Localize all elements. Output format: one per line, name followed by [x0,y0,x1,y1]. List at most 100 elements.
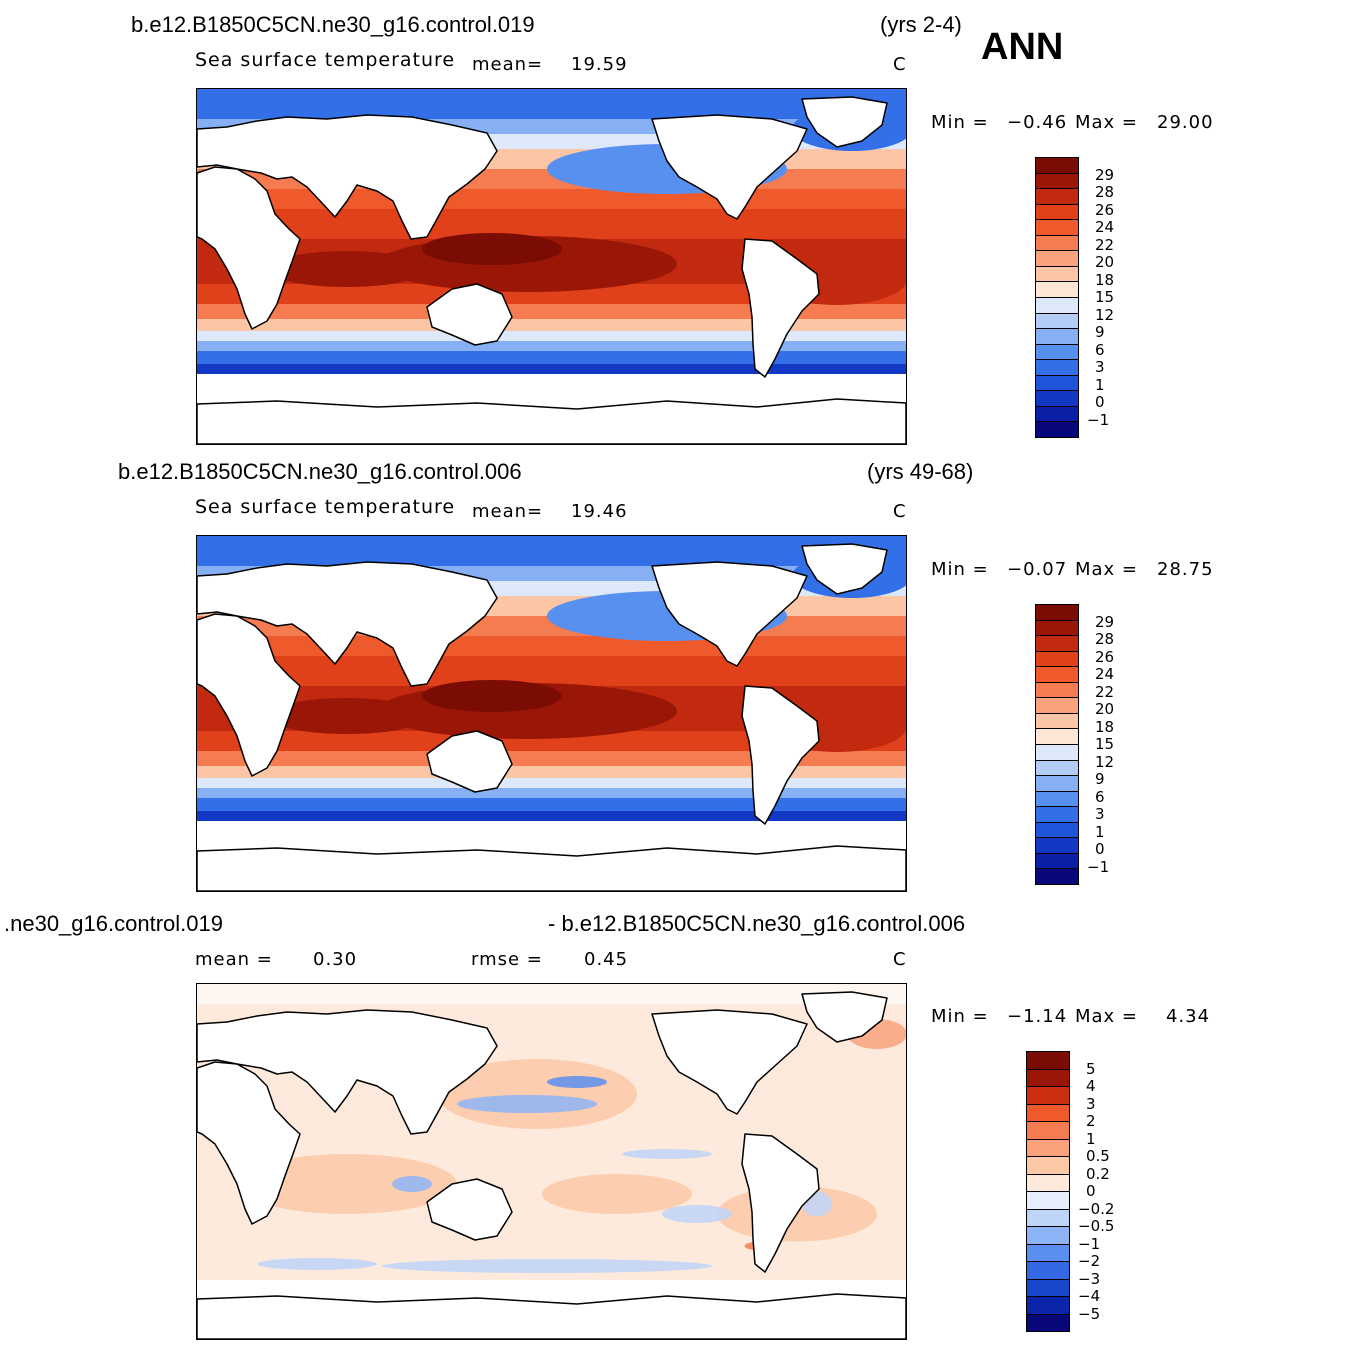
panel1-variable: Sea surface temperature [195,49,456,71]
colorbar-level-label: 29 [1095,612,1115,631]
panel3-max-value: 4.34 [1166,1006,1211,1027]
colorbar-swatch [1035,203,1079,221]
colorbar-level-label: 2 [1086,1112,1096,1130]
colorbar-level-label: −0.2 [1078,1199,1115,1218]
colorbar-swatch [1026,1278,1070,1297]
colorbar-level-label: 3 [1086,1094,1096,1113]
colorbar-swatch [1035,343,1079,361]
colorbar-level-label: 22 [1095,235,1115,254]
panel3-min-label: Min = [931,1006,989,1027]
panel1-units: C [893,54,907,75]
panel2-map [196,535,907,892]
colorbar-level-label: 5 [1086,1059,1096,1078]
colorbar-swatch [1035,405,1079,423]
colorbar-swatch [1035,234,1079,252]
colorbar-level-label: 9 [1095,770,1105,788]
colorbar-swatch [1035,650,1079,668]
panel2-units: C [893,501,907,522]
colorbar-swatch [1035,728,1079,745]
colorbar-swatch [1035,697,1079,714]
panel2-min-value: −0.07 [1007,559,1068,580]
colorbar-level-label: 1 [1095,375,1105,394]
panel3-min-value: −1.14 [1007,1006,1068,1027]
colorbar-swatch [1035,312,1079,330]
colorbar-swatch [1026,1226,1070,1245]
colorbar-swatch [1035,219,1079,236]
colorbar-swatch [1035,250,1079,267]
colorbar-swatch [1035,821,1079,839]
panel1-years: (yrs 2-4) [880,12,962,37]
colorbar-level-label: 26 [1095,200,1115,219]
colorbar-level-label: 1 [1095,822,1105,841]
colorbar-swatch [1035,328,1079,345]
panel3-mean-value: 0.30 [313,949,358,970]
colorbar-swatch [1035,666,1079,683]
colorbar-swatch [1026,1208,1070,1227]
colorbar-swatch [1026,1051,1070,1070]
colorbar-level-label: 4 [1086,1077,1096,1095]
panel3-case-right: - b.e12.B1850C5CN.ne30_g16.control.006 [548,911,966,936]
colorbar-level-label: 24 [1095,218,1115,236]
panel1-colorbar: 29 28 26 24 22 20 18 15 12 9 6 3 1 0 −1 [1035,157,1114,438]
panel2-colorbar: 29 28 26 24 22 20 18 15 12 9 6 3 1 0 −1 [1035,604,1114,885]
colorbar-level-label: 18 [1095,270,1115,289]
panel1-max-label: Max = [1075,112,1139,133]
colorbar-swatch [1035,837,1079,854]
colorbar-swatch [1035,281,1079,298]
colorbar-swatch [1035,265,1079,283]
colorbar-swatch [1026,1086,1070,1105]
panel2-mean-value: 19.46 [571,501,628,522]
colorbar-swatch [1035,852,1079,870]
colorbar-level-label: −1 [1078,1234,1101,1253]
colorbar-swatch [1035,619,1079,637]
panel1-mean-value: 19.59 [571,54,628,75]
colorbar-swatch [1035,790,1079,808]
colorbar-level-label: 20 [1095,700,1115,718]
colorbar-swatch [1035,712,1079,730]
panel2-variable: Sea surface temperature [195,496,456,518]
colorbar-swatch [1035,390,1079,407]
colorbar-level-label: 3 [1095,358,1105,376]
colorbar-level-label: 9 [1095,323,1105,341]
panel2-max-label: Max = [1075,559,1139,580]
colorbar-level-label: −1 [1087,857,1110,876]
colorbar-swatch [1026,1313,1070,1332]
colorbar-swatch [1035,188,1079,205]
colorbar-swatch [1035,681,1079,699]
colorbar-swatch [1035,635,1079,652]
colorbar-level-label: 1 [1086,1129,1096,1148]
colorbar-swatch [1035,604,1079,621]
colorbar-level-label: 0 [1095,393,1105,411]
panel3-rmse-label: rmse = [471,949,543,970]
panel1-mean-label: mean= [472,54,544,75]
colorbar-swatch [1035,806,1079,823]
colorbar-level-label: 26 [1095,647,1115,666]
colorbar-swatch [1026,1068,1070,1087]
colorbar-level-label: 15 [1095,288,1115,306]
colorbar-level-label: 0.2 [1086,1164,1110,1183]
colorbar-swatch [1035,297,1079,314]
colorbar-level-label: 20 [1095,253,1115,271]
colorbar-swatch [1026,1243,1070,1262]
colorbar-swatch [1026,1261,1070,1280]
colorbar-level-label: −3 [1078,1269,1101,1288]
panel2-case-title: b.e12.B1850C5CN.ne30_g16.control.006 [118,459,522,484]
colorbar-level-label: 12 [1095,305,1115,324]
colorbar-swatch [1035,744,1079,761]
panel2-max-value: 28.75 [1157,559,1214,580]
colorbar-level-label: 29 [1095,165,1115,184]
panel3-case-left: .ne30_g16.control.019 [4,911,223,936]
colorbar-level-label: 22 [1095,682,1115,701]
colorbar-swatch [1026,1191,1070,1210]
colorbar-level-label: 28 [1095,630,1115,648]
colorbar-level-label: 18 [1095,717,1115,736]
colorbar-level-label: 6 [1095,340,1105,359]
colorbar-level-label: 0.5 [1086,1147,1110,1165]
panel2-mean-label: mean= [472,501,544,522]
colorbar-level-label: 12 [1095,752,1115,771]
colorbar-swatch [1026,1138,1070,1157]
colorbar-swatch [1035,775,1079,792]
colorbar-level-label: 28 [1095,183,1115,201]
panel3-rmse-value: 0.45 [584,949,629,970]
panel2-min-label: Min = [931,559,989,580]
